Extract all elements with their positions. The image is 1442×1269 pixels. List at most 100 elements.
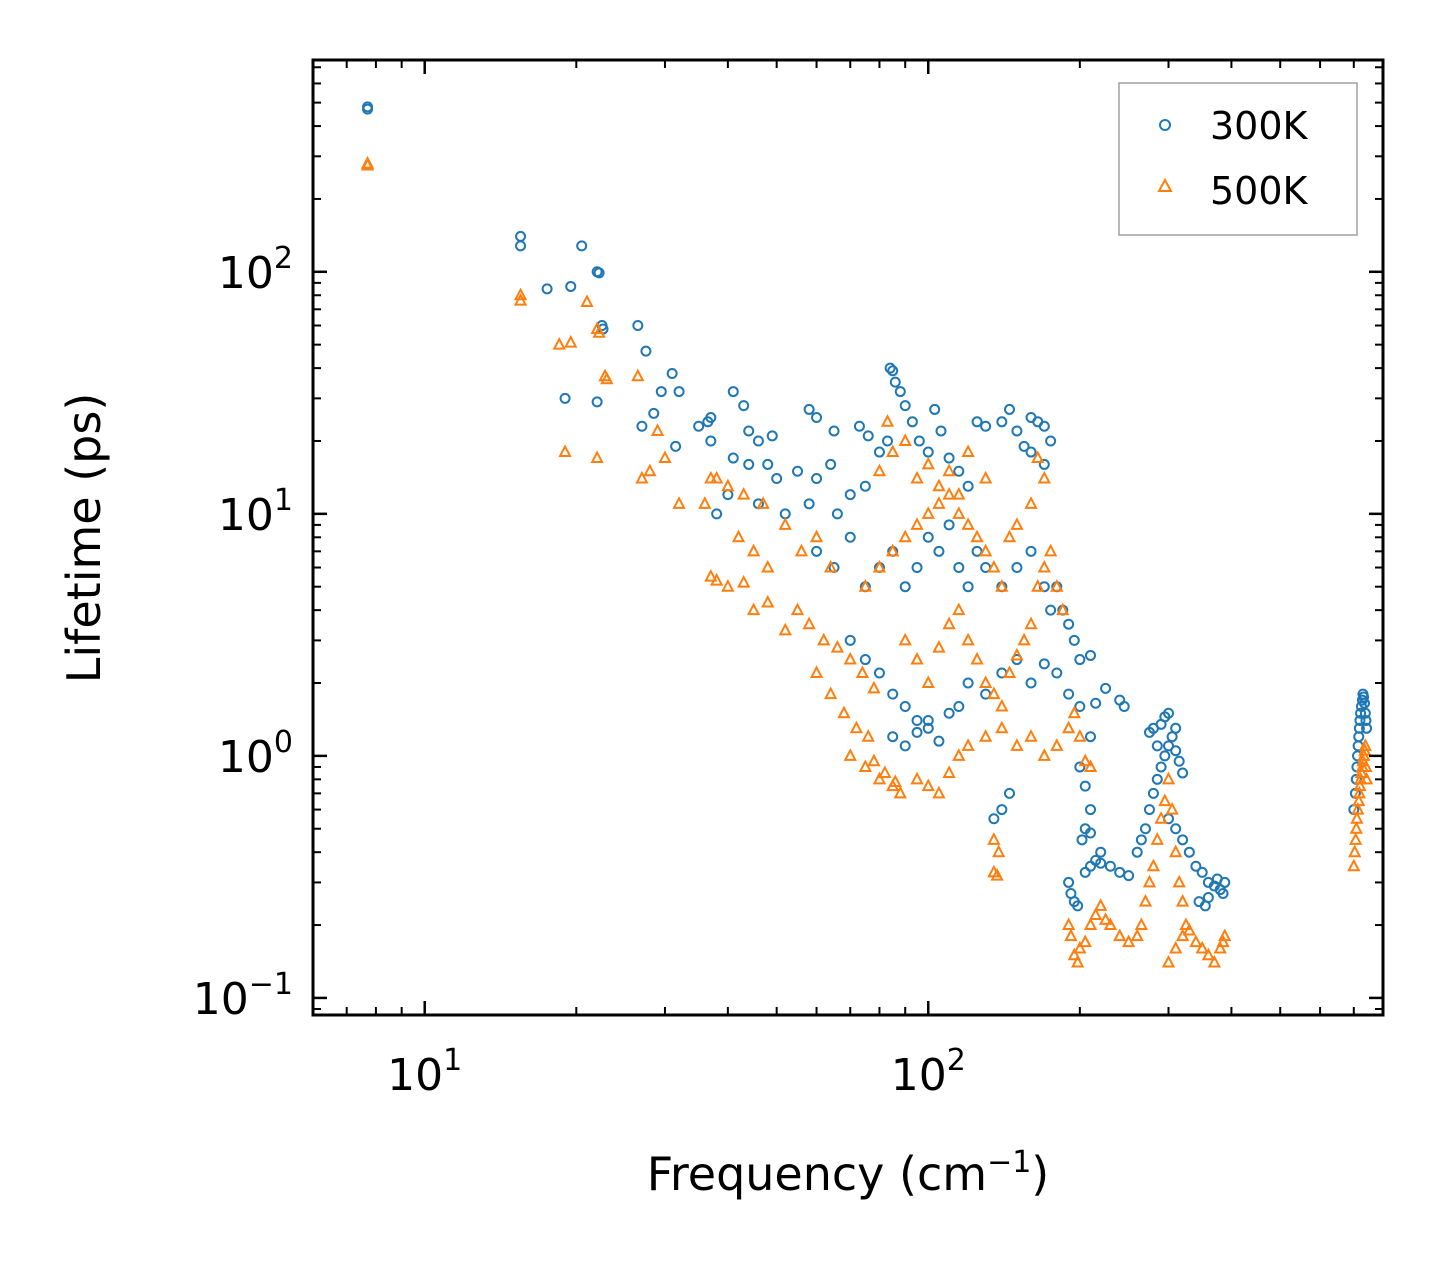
data-point-300k — [922, 531, 934, 543]
data-point-300k — [1170, 722, 1182, 734]
data-point-300k — [632, 319, 644, 331]
y-tick-label: 100 — [218, 725, 293, 783]
data-point-500k — [1161, 771, 1176, 785]
data-point-300k — [1163, 740, 1175, 752]
data-point-300k — [1143, 726, 1155, 738]
data-point-500k — [1161, 954, 1176, 968]
data-point-300k — [640, 345, 652, 357]
data-point-300k — [1072, 900, 1084, 912]
data-point-500k — [878, 765, 892, 778]
data-point-300k — [1183, 846, 1195, 858]
data-point-300k — [738, 400, 750, 412]
data-point-300k — [811, 412, 823, 424]
data-point-500k — [1050, 738, 1064, 751]
data-point-500k — [1359, 771, 1374, 785]
data-point-500k — [921, 456, 935, 470]
data-point-500k — [1150, 832, 1164, 845]
data-point-300k — [1079, 866, 1091, 878]
data-point-300k — [825, 458, 837, 470]
data-point-500k — [849, 720, 864, 734]
data-point-500k — [987, 686, 1001, 700]
data-point-500k — [809, 529, 824, 543]
data-point-500k — [995, 698, 1009, 712]
data-point-300k — [873, 446, 885, 458]
data-point-300k — [1085, 731, 1097, 743]
data-point-300k — [666, 368, 678, 380]
data-point-500k — [961, 517, 975, 530]
data-point-300k — [766, 430, 778, 442]
data-point-500k — [809, 665, 824, 678]
data-point-300k — [971, 545, 983, 557]
data-point-300k — [859, 480, 871, 492]
data-point-300k — [779, 508, 791, 520]
data-point-300k — [1353, 722, 1365, 734]
data-point-300k — [1151, 740, 1163, 752]
data-point-300k — [1354, 715, 1366, 727]
data-point-500k — [867, 753, 881, 767]
data-point-300k — [771, 472, 783, 484]
data-point-500k — [1349, 821, 1363, 834]
data-point-300k — [935, 425, 947, 437]
data-point-500k — [990, 868, 1004, 881]
data-point-500k — [932, 478, 946, 492]
data-point-300k — [882, 435, 894, 447]
data-point-300k — [911, 715, 923, 727]
data-point-300k — [1085, 860, 1097, 872]
data-point-300k — [1004, 403, 1016, 415]
data-point-500k — [1354, 765, 1369, 778]
data-point-500k — [817, 632, 831, 646]
data-point-300k — [1139, 823, 1151, 835]
data-point-300k — [722, 489, 734, 501]
data-point-500k — [1088, 907, 1103, 921]
data-point-500k — [952, 748, 966, 761]
data-point-500k — [1073, 940, 1087, 954]
data-point-500k — [1061, 720, 1076, 734]
data-point-300k — [1038, 658, 1050, 670]
data-point-500k — [631, 368, 645, 382]
data-point-300k — [894, 386, 906, 398]
data-point-300k — [922, 722, 934, 734]
data-point-300k — [515, 230, 527, 242]
data-point-300k — [1358, 691, 1370, 703]
data-point-300k — [1018, 440, 1030, 452]
data-point-500k — [824, 559, 838, 573]
data-point-500k — [886, 543, 900, 557]
data-point-300k — [636, 420, 648, 432]
data-point-300k — [1038, 458, 1050, 470]
data-point-300k — [1196, 866, 1208, 878]
data-point-500k — [978, 675, 993, 689]
data-point-500k — [1358, 738, 1373, 751]
legend-box — [1118, 82, 1358, 236]
legend-label-300k: 300K — [1210, 104, 1309, 148]
data-point-500k — [1182, 922, 1197, 936]
data-point-500k — [921, 675, 935, 689]
data-point-500k — [1353, 778, 1367, 792]
data-point-300k — [743, 458, 755, 470]
data-point-300k — [899, 700, 911, 712]
data-point-300k — [911, 562, 923, 574]
data-point-500k — [1207, 954, 1222, 968]
data-point-500k — [942, 463, 956, 477]
data-point-500k — [1175, 893, 1190, 907]
data-point-500k — [580, 294, 594, 308]
data-point-300k — [899, 400, 911, 412]
data-point-500k — [1189, 934, 1203, 948]
data-point-300k — [859, 654, 871, 666]
data-point-500k — [843, 748, 857, 761]
data-point-500k — [1010, 517, 1024, 530]
data-point-500k — [761, 594, 775, 608]
data-point-300k — [962, 677, 974, 689]
data-points-layer — [360, 101, 1374, 968]
data-point-300k — [853, 420, 865, 432]
data-point-300k — [727, 452, 739, 464]
data-point-300k — [844, 531, 856, 543]
data-point-300k — [884, 362, 896, 374]
data-point-500k — [872, 559, 887, 573]
data-point-500k — [1359, 759, 1373, 772]
data-point-500k — [1350, 811, 1364, 824]
data-point-500k — [650, 423, 665, 436]
data-point-500k — [1351, 801, 1365, 815]
data-point-500k — [837, 705, 851, 719]
data-point-500k — [778, 622, 792, 636]
